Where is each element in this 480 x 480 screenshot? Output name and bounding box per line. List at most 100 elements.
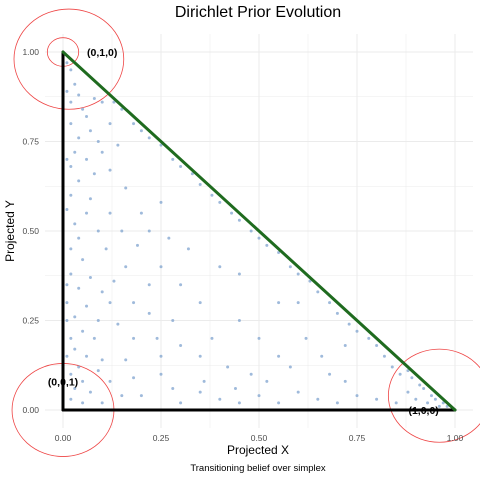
scatter-point [226, 365, 230, 369]
scatter-point [132, 336, 136, 340]
scatter-point [198, 354, 202, 358]
scatter-point [210, 193, 214, 197]
scatter-point [92, 97, 96, 101]
y-tick-label: 1.00 [22, 47, 39, 57]
scatter-point [88, 276, 92, 280]
scatter-point [288, 265, 292, 269]
scatter-point [81, 401, 85, 405]
scatter-point [410, 376, 414, 380]
scatter-point [92, 336, 96, 340]
scatter-point [249, 229, 253, 233]
scatter-point [202, 379, 206, 383]
scatter-point [65, 61, 69, 65]
y-tick-label: 0.75 [22, 137, 39, 147]
scatter-point [210, 336, 214, 340]
highlight-arc-1 [13, 8, 125, 110]
scatter-point [159, 354, 163, 358]
scatter-point [171, 319, 175, 322]
scatter-point [73, 347, 77, 351]
scatter-point [426, 401, 430, 405]
scatter-point [375, 397, 379, 401]
scatter-point [422, 387, 426, 391]
scatter-point [147, 311, 151, 315]
scatter-point [69, 336, 73, 340]
vertex-label-1: (0,0,1) [48, 376, 78, 388]
scatter-point [69, 68, 73, 72]
scatter-point [147, 136, 151, 140]
scatter-point [198, 301, 202, 305]
scatter-point [414, 397, 418, 401]
scatter-point [88, 197, 92, 201]
x-tick-label: 0.75 [349, 433, 366, 443]
scatter-point [445, 404, 449, 408]
scatter-point [120, 394, 124, 398]
scatter-point [433, 397, 437, 401]
scatter-point [65, 89, 69, 93]
scatter-point [69, 247, 73, 251]
scatter-point [81, 379, 85, 383]
scatter-point [65, 208, 69, 212]
scatter-points [61, 61, 449, 412]
simplex-edges [61, 50, 457, 412]
scatter-point [304, 336, 308, 340]
scatter-point [237, 218, 241, 222]
scatter-point [73, 387, 77, 391]
scatter-point [112, 100, 116, 104]
scatter-point [73, 315, 77, 319]
scatter-point [69, 397, 73, 401]
scatter-point [159, 200, 163, 204]
scatter-point [69, 193, 73, 197]
scatter-point [69, 165, 73, 169]
scatter-point [100, 290, 104, 294]
scatter-point [179, 344, 183, 348]
scatter-point [132, 301, 136, 305]
scatter-point [429, 394, 433, 398]
scatter-point [147, 283, 151, 287]
scatter-point [355, 394, 359, 398]
scatter-point [355, 329, 359, 333]
scatter-point [179, 283, 183, 287]
x-tick-label: 0.25 [153, 433, 170, 443]
scatter-point [418, 383, 422, 387]
scatter-point [65, 157, 69, 161]
scatter-point [159, 372, 163, 376]
scatter-point [382, 354, 386, 358]
scatter-point [320, 354, 324, 358]
scatter-point [108, 211, 112, 215]
scatter-point [288, 365, 292, 369]
scatter-point [77, 286, 81, 290]
scatter-point [100, 100, 104, 104]
scatter-point [343, 379, 347, 383]
scatter-point [257, 394, 261, 398]
scatter-point [249, 372, 253, 376]
scatter-point [96, 140, 100, 143]
scatter-point [81, 258, 85, 262]
scatter-point [108, 168, 112, 172]
chart-title: Dirichlet Prior Evolution [175, 4, 341, 21]
scatter-point [69, 100, 73, 104]
scatter-point [139, 129, 143, 133]
scatter-point [198, 390, 202, 394]
scatter-point [316, 397, 320, 401]
scatter-point [159, 143, 163, 147]
scatter-point [108, 122, 112, 126]
scatter-point [77, 236, 81, 240]
scatter-point [218, 397, 222, 401]
scatter-point [100, 401, 104, 405]
scatter-point [69, 372, 73, 376]
scatter-point [265, 379, 269, 383]
scatter-point [116, 143, 120, 147]
vertex-labels: (0,1,0) (0,0,1) (1,0,0) [48, 47, 439, 417]
scatter-point [73, 150, 77, 154]
scatter-point [96, 319, 100, 322]
scatter-point [296, 390, 300, 394]
scatter-point [375, 344, 379, 348]
scatter-point [406, 390, 410, 394]
scatter-point [308, 279, 312, 283]
scatter-point [65, 301, 69, 305]
scatter-point [390, 365, 394, 369]
simplex-edge-hypotenuse [61, 50, 457, 412]
scatter-point [277, 401, 281, 405]
scatter-point [198, 182, 202, 186]
scatter-point [85, 157, 89, 161]
